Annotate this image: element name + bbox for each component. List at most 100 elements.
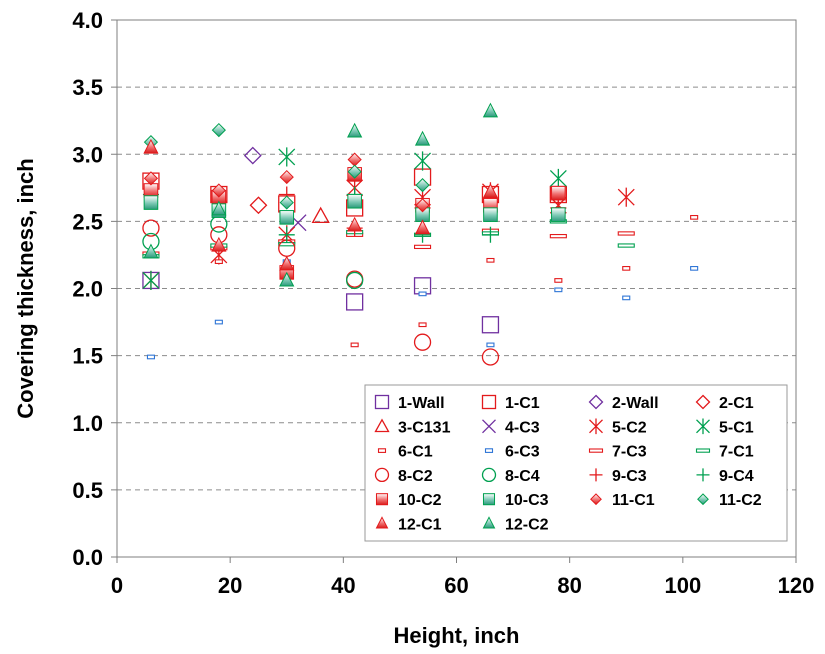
data-point-8-c2 — [142, 219, 160, 237]
data-point-10-c3 — [279, 210, 295, 225]
data-point-6-c3 — [146, 354, 155, 360]
legend-marker — [377, 448, 387, 453]
data-point-11-c2 — [415, 178, 430, 193]
legend-label: 12-C2 — [505, 517, 549, 534]
y-tick-label: 2.5 — [72, 209, 103, 234]
legend-marker — [375, 516, 389, 529]
legend-label: 7-C3 — [612, 444, 647, 461]
legend-marker — [374, 467, 390, 483]
data-point-12-c2 — [279, 271, 295, 287]
legend-label: 8-C2 — [398, 468, 433, 485]
legend-label: 5-C2 — [612, 419, 647, 436]
legend-marker — [374, 418, 390, 433]
y-tick-label: 1.0 — [72, 411, 103, 436]
data-point-10-c3 — [551, 207, 566, 222]
data-point-6-c3 — [554, 287, 563, 293]
legend-label: 9-C3 — [612, 468, 647, 485]
data-point-12-c2 — [414, 130, 431, 146]
data-point-6-c1 — [214, 259, 223, 265]
x-tick-label: 100 — [664, 573, 701, 598]
legend-marker — [696, 468, 710, 482]
data-point-8-c2 — [345, 270, 364, 288]
data-point-5-c1 — [278, 147, 296, 167]
y-tick-label: 0.5 — [72, 478, 103, 503]
data-point-8-c4 — [210, 215, 228, 233]
x-tick-label: 0 — [111, 573, 123, 598]
legend-marker — [589, 468, 603, 482]
legend-label: 12-C1 — [398, 517, 442, 534]
legend-marker — [481, 467, 497, 483]
data-point-11-c1 — [143, 171, 159, 186]
data-point-2-wall — [243, 146, 262, 165]
data-point-8-c4 — [345, 271, 364, 290]
legend-marker — [481, 394, 497, 410]
data-point-6-c3 — [690, 266, 699, 271]
data-point-7-c3 — [413, 244, 432, 250]
data-point-10-c2 — [551, 185, 566, 201]
data-point-11-c1 — [211, 183, 226, 198]
data-point-6-c3 — [622, 295, 631, 301]
data-point-5-c1 — [549, 168, 567, 189]
x-tick-label: 40 — [331, 573, 355, 598]
data-point-12-c1 — [279, 255, 295, 271]
data-point-12-c1 — [414, 219, 431, 235]
data-point-6-c1 — [350, 342, 359, 348]
data-point-1-wall — [481, 316, 500, 334]
y-tick-label: 4.0 — [72, 8, 103, 33]
legend-marker — [482, 516, 496, 529]
legend-label: 11-C2 — [719, 492, 762, 509]
legend-label: 4-C3 — [505, 419, 540, 436]
legend-marker — [588, 448, 604, 453]
x-tick-label: 20 — [218, 573, 242, 598]
data-point-12-c1 — [482, 183, 499, 198]
data-point-11-c2 — [279, 195, 294, 210]
legend-label: 10-C3 — [505, 492, 549, 509]
data-point-10-c3 — [143, 195, 159, 210]
data-points — [142, 102, 699, 366]
data-point-6-c1 — [486, 257, 495, 263]
data-point-7-c3 — [549, 233, 567, 239]
legend-marker — [697, 493, 709, 506]
x-axis-ticks: 0 20 40 60 80 100 120 — [111, 557, 814, 598]
data-point-10-c3 — [483, 207, 498, 222]
data-point-6-c1 — [690, 214, 699, 220]
data-point-12-c2 — [482, 102, 499, 118]
legend-marker — [695, 448, 711, 453]
data-point-11-c2 — [347, 164, 362, 179]
data-point-5-c2 — [617, 187, 635, 207]
data-point-3-c131 — [311, 206, 330, 224]
data-point-12-c2 — [211, 200, 227, 216]
data-point-6-c1 — [554, 278, 563, 283]
data-point-6-c3 — [486, 342, 495, 348]
legend-label: 9-C4 — [719, 468, 754, 485]
legend-marker — [374, 394, 390, 410]
legend-marker — [375, 493, 389, 506]
y-axis-ticks: 0.0 0.5 1.0 1.5 2.0 2.5 3.0 3.5 4.0 — [72, 8, 117, 570]
legend-marker — [482, 493, 496, 506]
legend-marker — [695, 394, 711, 410]
legend-label: 10-C2 — [398, 492, 442, 509]
legend-marker — [589, 418, 603, 435]
data-point-1-wall — [413, 277, 432, 295]
legend-marker — [484, 448, 494, 453]
data-point-12-c2 — [347, 122, 363, 138]
legend-marker — [696, 418, 710, 435]
legend-label: 5-C1 — [719, 419, 754, 436]
data-point-2-c1 — [249, 196, 268, 215]
data-point-1-wall — [345, 293, 364, 311]
legend-label: 3-C131 — [398, 419, 451, 436]
data-point-9-c4 — [482, 226, 499, 243]
data-point-11-c1 — [347, 152, 362, 167]
data-point-10-c2 — [143, 183, 159, 198]
x-tick-label: 80 — [557, 573, 581, 598]
data-point-7-c1 — [617, 243, 635, 248]
y-tick-label: 3.0 — [72, 142, 103, 167]
legend-label: 6-C3 — [505, 444, 540, 461]
x-axis-title: Height, inch — [394, 623, 520, 648]
y-tick-label: 1.5 — [72, 344, 103, 369]
data-point-11-c2 — [211, 122, 226, 138]
y-tick-label: 0.0 — [72, 545, 103, 570]
legend-marker — [482, 419, 496, 434]
legend-marker — [590, 493, 602, 506]
legend-label: 1-Wall — [398, 395, 445, 412]
